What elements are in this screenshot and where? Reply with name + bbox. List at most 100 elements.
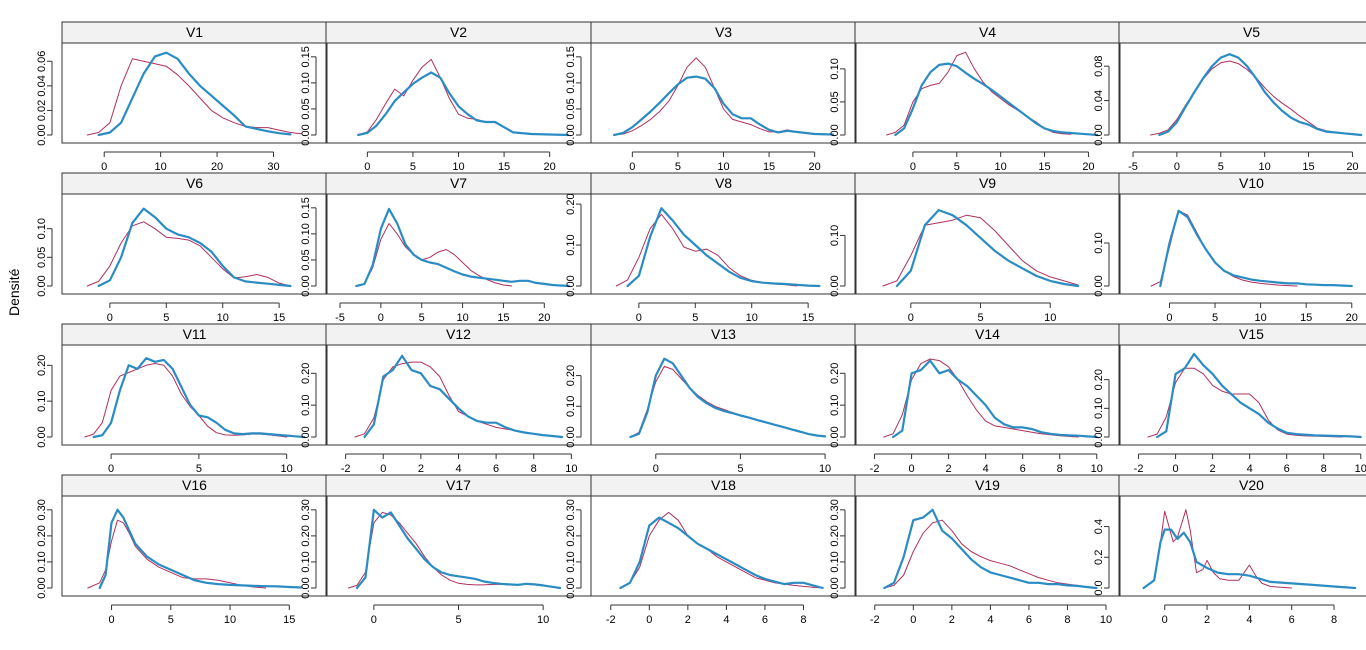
y-tick-label-v8: 0.20 (565, 193, 577, 214)
panel-v20: V20 0 2 4 6 8 0.0 0.2 0.4 (1093, 474, 1366, 626)
y-tick-label-v14: 0.10 (829, 394, 841, 415)
plot-area-v10 (1118, 193, 1366, 295)
y-tick-label-v4: 0.05 (829, 91, 841, 112)
y-tick-label-v11: 0.00 (36, 426, 48, 447)
panel-v17: V17 0 5 10 0.00 0.10 0.20 0.30 (300, 474, 592, 626)
plot-area-v8 (590, 193, 857, 295)
density-line-red-v8 (615, 213, 798, 287)
x-tick-label-v19: 6 (1026, 614, 1032, 626)
density-line-blue-v9 (895, 209, 1080, 288)
y-axis-v18: 0.00 0.10 0.20 0.30 (565, 499, 582, 599)
x-tick-label-v17: 10 (537, 614, 549, 626)
y-tick-label-v9: 0.00 (829, 275, 841, 296)
panel-v9: V9 0 5 10 0.00 0.10 (829, 172, 1121, 324)
y-axis-v9: 0.00 0.10 (829, 225, 846, 297)
panel-v5: V5 -5 0 5 10 15 20 0.00 0.04 0.08 (1093, 21, 1366, 173)
density-line-red-v14 (883, 358, 1079, 438)
x-tick-label-v19: 8 (1064, 614, 1070, 626)
plot-area-v14 (854, 344, 1121, 446)
plot-area-v20 (1118, 495, 1366, 597)
y-axis-v8: 0.00 0.10 0.20 (565, 193, 582, 297)
x-tick-label-v12: 8 (531, 463, 537, 475)
x-axis-v2: 0 5 10 15 20 (364, 151, 556, 173)
x-tick-label-v16: 15 (283, 614, 295, 626)
y-tick-label-v19: 0.20 (829, 525, 841, 546)
panel-title-v7: V7 (450, 175, 467, 191)
y-tick-label-v17: 0.00 (300, 577, 312, 598)
x-tick-label-v15: -2 (1134, 463, 1144, 475)
y-tick-label-v13: 0.20 (565, 365, 577, 386)
x-tick-label-v14: -2 (870, 463, 880, 475)
plot-area-v3 (590, 42, 857, 144)
plot-area-v16 (61, 495, 328, 597)
y-tick-label-v1: 0.02 (36, 100, 48, 121)
x-tick-label-v15: 2 (1210, 463, 1216, 475)
density-line-red-v9 (882, 214, 1079, 287)
density-line-red-v15 (1147, 367, 1343, 438)
y-tick-label-v15: 0.20 (1093, 369, 1105, 390)
y-tick-label-v8: 0.10 (565, 234, 577, 255)
panel-v15: V15 -2 0 2 4 6 8 10 0.00 0.10 0.20 (1093, 323, 1366, 475)
x-axis-v17: 0 5 10 (371, 604, 549, 626)
x-tick-label-v6: 10 (217, 312, 229, 324)
y-tick-label-v18: 0.30 (565, 499, 577, 520)
plot-area-v11 (61, 344, 328, 446)
y-tick-label-v10: 0.10 (1093, 232, 1105, 253)
x-tick-label-v9: 10 (1044, 312, 1056, 324)
x-axis-v8: 0 5 10 15 (636, 302, 814, 324)
panel-title-v2: V2 (450, 24, 467, 40)
x-tick-label-v14: 6 (1020, 463, 1026, 475)
x-tick-label-v18: 8 (800, 614, 806, 626)
density-line-blue-v20 (1142, 528, 1357, 590)
y-tick-label-v12: 0.00 (300, 426, 312, 447)
x-tick-label-v5: 0 (1174, 161, 1180, 173)
y-tick-label-v2: 0.05 (300, 98, 312, 119)
x-axis-v14: -2 0 2 4 6 8 10 (870, 453, 1103, 475)
x-tick-label-v2: 20 (544, 161, 556, 173)
x-axis-v16: 0 5 10 15 (108, 604, 295, 626)
y-tick-label-v1: 0.06 (36, 51, 48, 72)
x-axis-v18: -2 0 2 4 6 8 (606, 604, 807, 626)
x-tick-label-v12: 6 (493, 463, 499, 475)
y-tick-label-v6: 0.00 (36, 275, 48, 296)
panel-title-v15: V15 (1239, 326, 1264, 342)
y-axis-v12: 0.00 0.10 0.20 (300, 363, 317, 448)
density-line-blue-v1 (97, 51, 292, 137)
density-line-blue-v8 (626, 207, 821, 288)
panel-title-v17: V17 (446, 477, 471, 493)
y-tick-label-v7: 0.05 (300, 249, 312, 270)
x-tick-label-v14: 2 (946, 463, 952, 475)
x-tick-label-v4: 5 (954, 161, 960, 173)
density-line-blue-v3 (612, 75, 835, 137)
x-tick-label-v7: 0 (378, 312, 384, 324)
x-tick-label-v11: 5 (196, 463, 202, 475)
panel-title-v5: V5 (1243, 24, 1260, 40)
y-tick-label-v12: 0.10 (300, 394, 312, 415)
panel-v6: V6 0 5 10 15 0.00 0.05 0.10 (36, 172, 328, 324)
x-axis-v19: -2 0 2 4 6 8 10 (870, 604, 1112, 626)
x-tick-label-v13: 10 (819, 463, 831, 475)
x-tick-label-v13: 0 (653, 463, 659, 475)
x-tick-label-v2: 0 (364, 161, 370, 173)
x-tick-label-v4: 10 (995, 161, 1007, 173)
y-tick-label-v15: 0.10 (1093, 398, 1105, 419)
x-tick-label-v2: 15 (498, 161, 510, 173)
x-tick-label-v5: -5 (1128, 161, 1138, 173)
density-line-blue-v13 (629, 357, 827, 439)
plot-area-v4 (854, 42, 1121, 144)
y-tick-label-v11: 0.10 (36, 390, 48, 411)
y-axis-v14: 0.00 0.10 0.20 (829, 363, 846, 448)
density-line-blue-v4 (894, 62, 1099, 137)
x-tick-label-v3: 20 (809, 161, 821, 173)
x-tick-label-v5: 20 (1346, 161, 1358, 173)
y-axis-v5: 0.00 0.04 0.08 (1093, 55, 1110, 146)
x-tick-label-v9: 5 (977, 312, 983, 324)
panel-v14: V14 -2 0 2 4 6 8 10 0.00 0.10 0.20 (829, 323, 1121, 475)
x-tick-label-v18: 0 (646, 614, 652, 626)
y-tick-label-v17: 0.30 (300, 499, 312, 520)
y-tick-label-v3: 0.00 (565, 124, 577, 145)
x-tick-label-v19: 10 (1100, 614, 1112, 626)
x-tick-label-v11: 0 (108, 463, 114, 475)
density-line-blue-v10 (1159, 209, 1353, 288)
y-tick-label-v7: 0.15 (300, 197, 312, 218)
